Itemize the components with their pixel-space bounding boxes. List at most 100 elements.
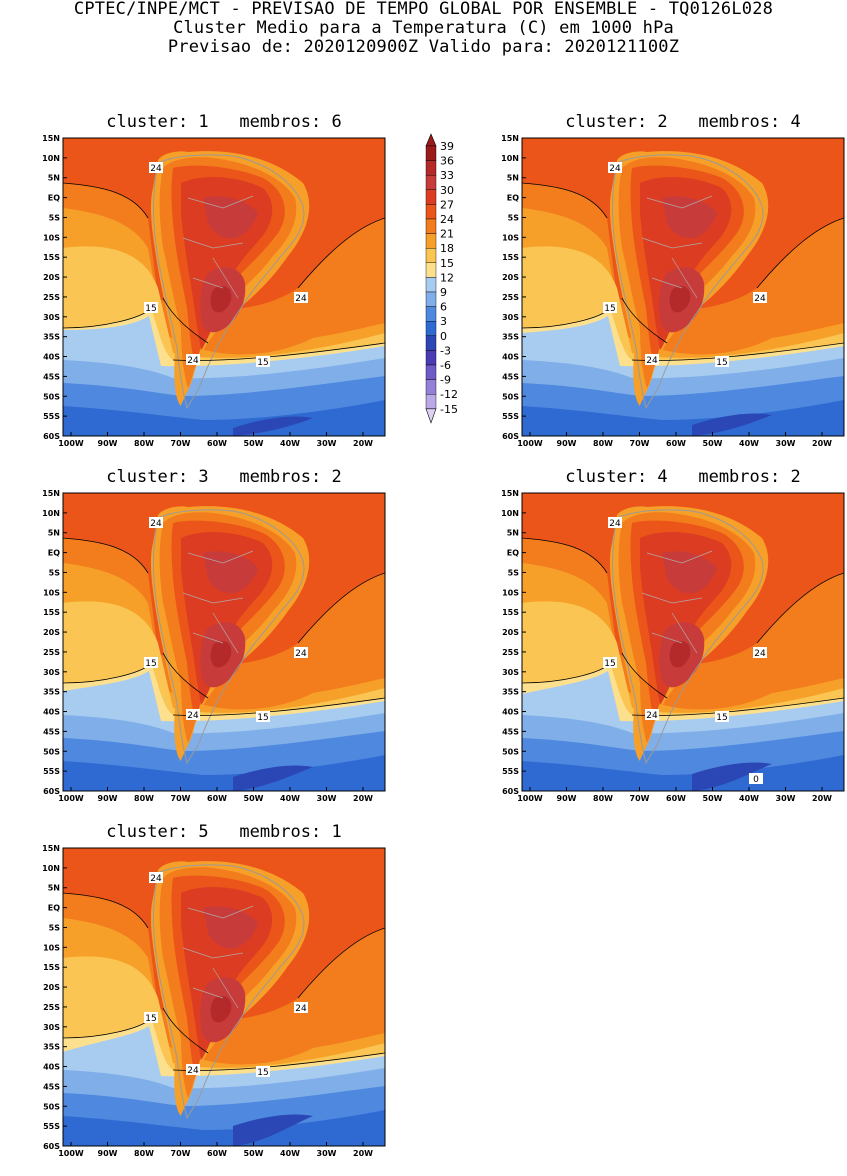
map-panel-cluster-4: cluster: 4 membros: 2 24 24 24 15 15 0 15N 10N 5N…: [482, 463, 847, 821]
lon-tick-label: 100W: [517, 794, 543, 803]
lat-tick-label: EQ: [48, 904, 60, 913]
colorbar-segment: [425, 291, 437, 307]
lon-tick-label: 40W: [280, 794, 300, 803]
colorbar-segment: [425, 379, 437, 395]
lat-tick-label: 50S: [43, 392, 60, 401]
lat-tick-label: 25S: [43, 648, 60, 657]
lat-tick-label: 35S: [43, 688, 60, 697]
contour-label: 0: [749, 773, 763, 785]
lon-tick-label: 80W: [134, 1149, 154, 1158]
lon-tick-label: 90W: [98, 439, 118, 448]
lat-tick-label: 50S: [502, 747, 519, 756]
lat-tick-label: 55S: [43, 1122, 60, 1131]
svg-text:15: 15: [145, 304, 156, 314]
map-frame: [62, 492, 386, 792]
lon-tick-label: 70W: [171, 439, 191, 448]
lon-tick-label: 30W: [776, 439, 796, 448]
lat-tick-label: 15S: [502, 608, 519, 617]
country-borders: [641, 550, 713, 654]
coastline: [153, 509, 305, 765]
field-band-7: [522, 755, 844, 791]
field-0: [692, 413, 772, 436]
lat-tick-label: 60S: [43, 787, 60, 796]
contour-label: 15: [144, 302, 158, 314]
lat-tick-label: 25S: [43, 293, 60, 302]
lat-tick-label: 50S: [43, 1102, 60, 1111]
lat-tick-label: EQ: [48, 549, 60, 558]
lat-tick-label: 5S: [508, 213, 520, 222]
lat-tick-label: 15N: [42, 489, 60, 498]
lat-tick-label: 60S: [43, 1142, 60, 1151]
svg-text:15: 15: [145, 659, 156, 669]
lon-tick-label: 30W: [317, 794, 337, 803]
field-band-7: [63, 400, 385, 436]
contour-label: 15: [603, 302, 617, 314]
lat-tick-label: 40S: [43, 708, 60, 717]
lat-tick-label: 5N: [48, 884, 60, 893]
colorbar-segment: [425, 277, 437, 293]
lat-tick-label: 60S: [43, 432, 60, 441]
colorbar-label: -15: [440, 403, 458, 416]
lat-tick-label: 20S: [502, 273, 519, 282]
lat-tick-label: 15S: [502, 253, 519, 262]
colorbar-segment: [425, 306, 437, 322]
continent-heat-4: [662, 551, 717, 594]
lat-tick-label: 60S: [502, 432, 519, 441]
colorbar-segment: [425, 160, 437, 176]
lat-tick-label: 45S: [502, 727, 519, 736]
contour-label: 15: [715, 356, 729, 368]
temperature-map: 24 24 24 15 15 15N 10N 5N EQ 5S 10S 15S 20S 25S 30S 35S…: [42, 134, 386, 448]
svg-text:15: 15: [716, 358, 727, 368]
lon-tick-label: 90W: [98, 794, 118, 803]
contour-label: 15: [256, 356, 270, 368]
field-band-7: [522, 400, 844, 436]
lat-tick-label: 10S: [43, 233, 60, 242]
lon-tick-label: 30W: [776, 794, 796, 803]
continent-heat-6: [669, 641, 691, 668]
colorbar-label: 18: [440, 242, 454, 255]
colorbar-label: 6: [440, 301, 447, 314]
map-frame: [521, 492, 845, 792]
continent-heat-6: [210, 996, 232, 1023]
lon-tick-label: 70W: [171, 794, 191, 803]
lat-tick-label: 10N: [42, 509, 60, 518]
svg-text:15: 15: [257, 713, 268, 723]
lon-tick-label: 80W: [593, 439, 613, 448]
colorbar-segment: [425, 218, 437, 234]
svg-text:24: 24: [187, 1066, 199, 1076]
lat-tick-label: 10S: [43, 943, 60, 952]
lat-tick-label: 15S: [43, 253, 60, 262]
lat-tick-label: 5N: [507, 174, 519, 183]
colorbar-segment: [425, 262, 437, 278]
map-frame: [521, 137, 845, 437]
lon-tick-label: 100W: [58, 794, 84, 803]
lon-tick-label: 70W: [630, 439, 650, 448]
lon-tick-label: 100W: [58, 439, 84, 448]
colorbar-segment: [425, 247, 437, 263]
map-panel-cluster-3: cluster: 3 membros: 2 24 24 24 15 15 15N 10N 5N E…: [23, 463, 425, 821]
lat-tick-label: 45S: [43, 372, 60, 381]
svg-text:24: 24: [295, 294, 307, 304]
colorbar-segment: [425, 189, 437, 205]
field-0: [233, 765, 313, 791]
lat-tick-label: 20S: [43, 273, 60, 282]
colorbar-segment: [425, 394, 437, 410]
lat-tick-label: 10S: [502, 233, 519, 242]
figure-header: CPTEC/INPE/MCT - PREVISAO DE TEMPO GLOBA…: [0, 0, 847, 57]
svg-text:15: 15: [604, 304, 615, 314]
lat-tick-label: 35S: [43, 333, 60, 342]
map-frame: [62, 847, 386, 1147]
lon-tick-label: 70W: [630, 794, 650, 803]
lon-tick-label: 50W: [703, 439, 723, 448]
colorbar-label: -12: [440, 388, 458, 401]
lat-tick-label: 5N: [507, 529, 519, 538]
colorbar-segment: [425, 320, 437, 336]
lat-tick-label: 25S: [43, 1003, 60, 1012]
svg-text:24: 24: [150, 874, 162, 884]
field-band-7: [63, 1110, 385, 1146]
colorbar-label: -6: [440, 359, 451, 372]
colorbar-segment: [425, 335, 437, 351]
lon-tick-label: 70W: [171, 1149, 191, 1158]
contour-label: 24: [149, 162, 163, 174]
contour-label: 24: [608, 162, 622, 174]
